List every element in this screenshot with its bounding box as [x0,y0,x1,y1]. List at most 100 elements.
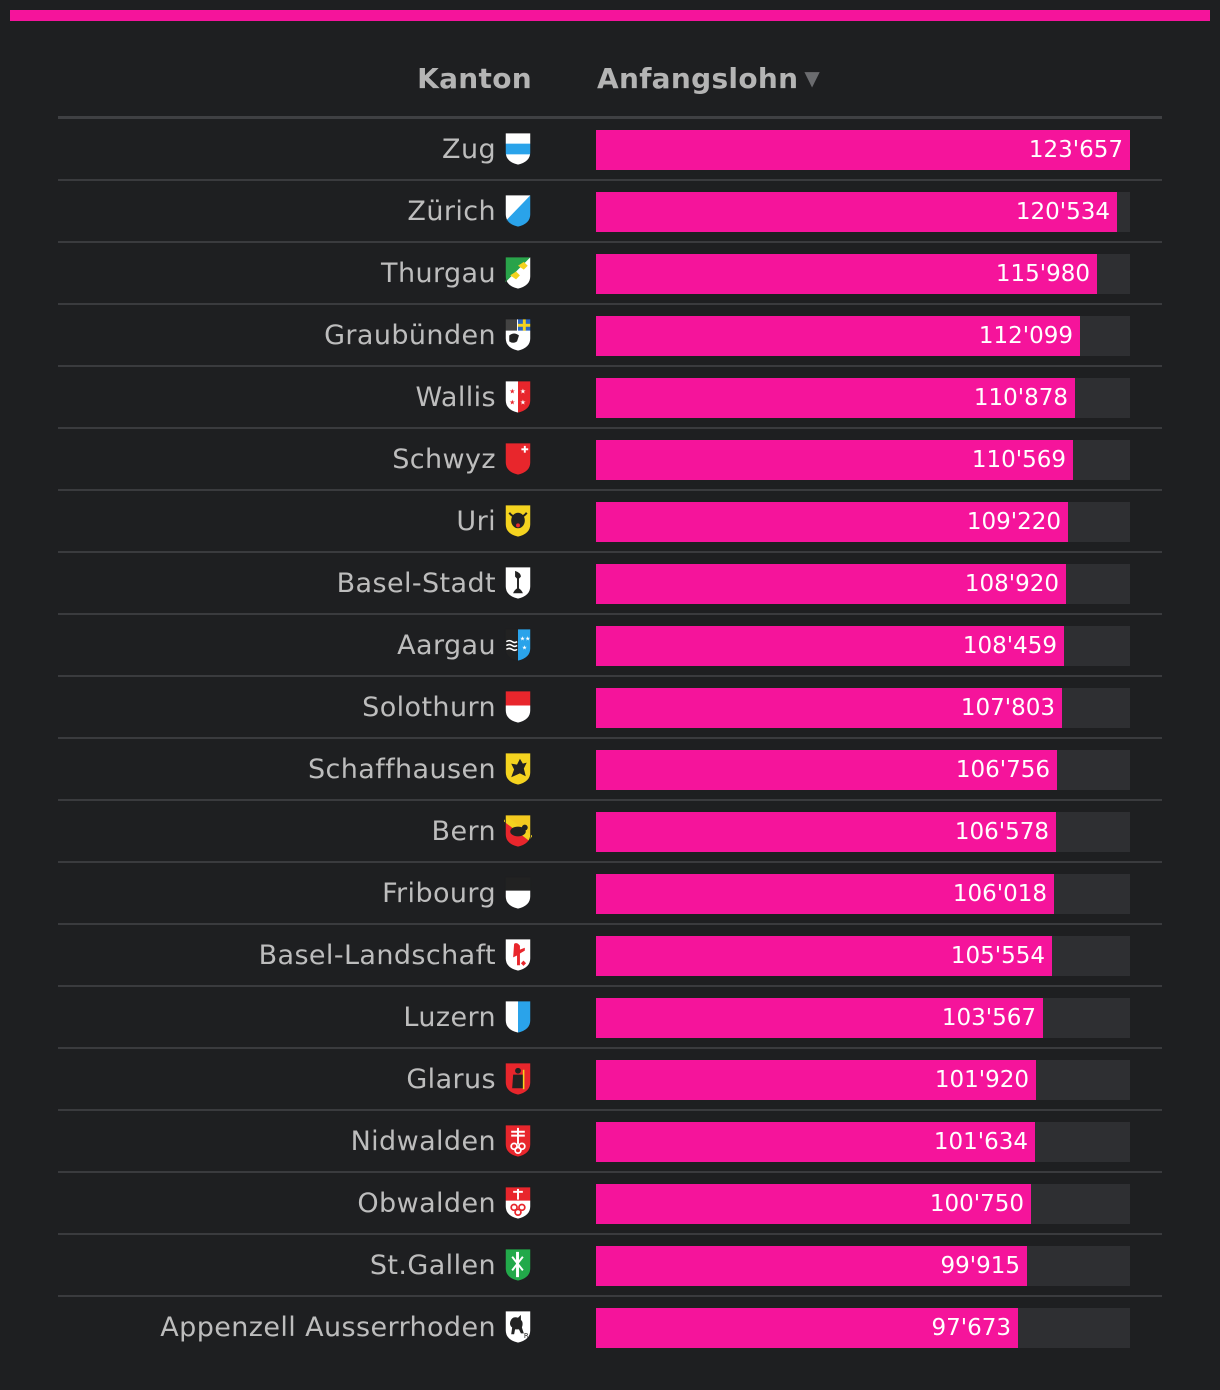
bar: 110'569 [596,440,1073,480]
bar-value-label: 101'920 [934,1067,1029,1093]
kanton-cell: Solothurn [362,677,532,737]
table-row: Solothurn 107'803 [58,677,1162,739]
bar: 106'756 [596,750,1057,790]
kanton-name: Obwalden [357,1187,496,1219]
table-row: Basel-Stadt 108'920 [58,553,1162,615]
kanton-name: Thurgau [381,257,496,289]
table-row: Appenzell Ausserrhoden R 97'673 [58,1297,1162,1357]
bar-value-label: 120'534 [1015,199,1110,225]
table-row: Schwyz 110'569 [58,429,1162,491]
solothurn-crest-icon [504,690,532,724]
sort-descending-icon[interactable]: ▼ [804,66,821,90]
table-row: Zürich 120'534 [58,181,1162,243]
kanton-cell: Fribourg [382,863,532,923]
kanton-cell: Aargau ★★ ★ [397,615,532,675]
bar-value-label: 99'915 [940,1253,1021,1279]
kanton-cell: Glarus [406,1049,532,1109]
column-header-kanton-label: Kanton [417,62,532,95]
kanton-cell: Schaffhausen [308,739,532,799]
bar: 101'634 [596,1122,1035,1162]
kanton-cell: Thurgau [381,243,532,303]
bar: 99'915 [596,1246,1027,1286]
kanton-name: Nidwalden [350,1125,496,1157]
kanton-name: Solothurn [362,691,496,723]
bar-track: 106'578 [596,812,1130,852]
bar: 108'459 [596,626,1064,666]
column-header-kanton[interactable]: Kanton [417,62,532,95]
bar: 103'567 [596,998,1043,1038]
bar: 106'578 [596,812,1056,852]
bar-track: 109'220 [596,502,1130,542]
table-row: Luzern 103'567 [58,987,1162,1049]
kanton-name: Glarus [406,1063,496,1095]
bar-track: 115'980 [596,254,1130,294]
bar-value-label: 108'920 [964,571,1059,597]
bar-track: 105'554 [596,936,1130,976]
kanton-cell: Zürich [407,181,532,241]
bar-value-label: 109'220 [966,509,1061,535]
schwyz-crest-icon [504,442,532,476]
uri-crest-icon [504,504,532,538]
st-gallen-crest-icon [504,1248,532,1282]
bar-track: 107'803 [596,688,1130,728]
kanton-name: Appenzell Ausserrhoden [160,1311,496,1343]
kanton-name: Wallis [415,381,496,413]
wallis-crest-icon: ★ ★ ★ ★ [504,380,532,414]
bar-track: 110'878 [596,378,1130,418]
bar: 123'657 [596,130,1130,170]
bern-crest-icon [504,814,532,848]
table-row: St.Gallen 99'915 [58,1235,1162,1297]
svg-text:★★: ★★ [520,636,530,643]
table-row: Zug 123'657 [58,119,1162,181]
bar-value-label: 106'018 [952,881,1047,907]
thurgau-crest-icon [504,256,532,290]
bar-track: 112'099 [596,316,1130,356]
bar: 108'920 [596,564,1066,604]
table-row: Graubünden 112'099 [58,305,1162,367]
table-row: Bern 106'578 [58,801,1162,863]
bar-track: 106'756 [596,750,1130,790]
kanton-cell: Graubünden [324,305,532,365]
table-row: Schaffhausen 106'756 [58,739,1162,801]
svg-text:★: ★ [522,644,527,651]
svg-text:◆: ◆ [521,959,527,967]
aargau-crest-icon: ★★★ [504,628,532,662]
zug-crest-icon [504,132,532,166]
kanton-name: Basel-Stadt [336,567,496,599]
svg-text:★: ★ [509,398,515,406]
bar: 101'920 [596,1060,1036,1100]
column-header-anfangslohn[interactable]: Anfangslohn ▼ [597,62,820,95]
kanton-cell: St.Gallen [370,1235,532,1295]
bar-value-label: 103'567 [941,1005,1036,1031]
bar: 115'980 [596,254,1097,294]
bar: 120'534 [596,192,1117,232]
bar-track: 120'534 [596,192,1130,232]
kanton-cell: Obwalden [357,1173,532,1233]
bar-value-label: 106'756 [955,757,1050,783]
bar-value-label: 110'569 [971,447,1066,473]
bar-track: 110'569 [596,440,1130,480]
bar-value-label: 101'634 [933,1129,1028,1155]
kanton-name: Graubünden [324,319,496,351]
basel-stadt-crest-icon [504,566,532,600]
bar-track: 103'567 [596,998,1130,1038]
bar-track: 106'018 [596,874,1130,914]
kanton-name: Bern [431,815,496,847]
kanton-name: St.Gallen [369,1249,496,1281]
bar-value-label: 105'554 [950,943,1045,969]
table-row: Aargau ★★ ★ 108'459 [58,615,1162,677]
bar-value-label: 108'459 [962,633,1057,659]
kanton-name: Zürich [407,195,496,227]
obwalden-crest-icon [504,1186,532,1220]
bar: 106'018 [596,874,1054,914]
graubunden-crest-icon [504,318,532,352]
kanton-cell: Luzern [403,987,532,1047]
table-row: Wallis ★ ★ ★ ★ 110'878 [58,367,1162,429]
luzern-crest-icon [504,1000,532,1034]
table-body: Zug 123'657 Zürich 120'534 Thurgau 115'980 Gra… [58,119,1162,1357]
kanton-cell: Nidwalden [351,1111,532,1171]
bar-track: 101'920 [596,1060,1130,1100]
bar-track: 99'915 [596,1246,1130,1286]
kanton-cell: Basel-Landschaft ◆ [259,925,532,985]
kanton-name: Basel-Landschaft [258,939,496,971]
